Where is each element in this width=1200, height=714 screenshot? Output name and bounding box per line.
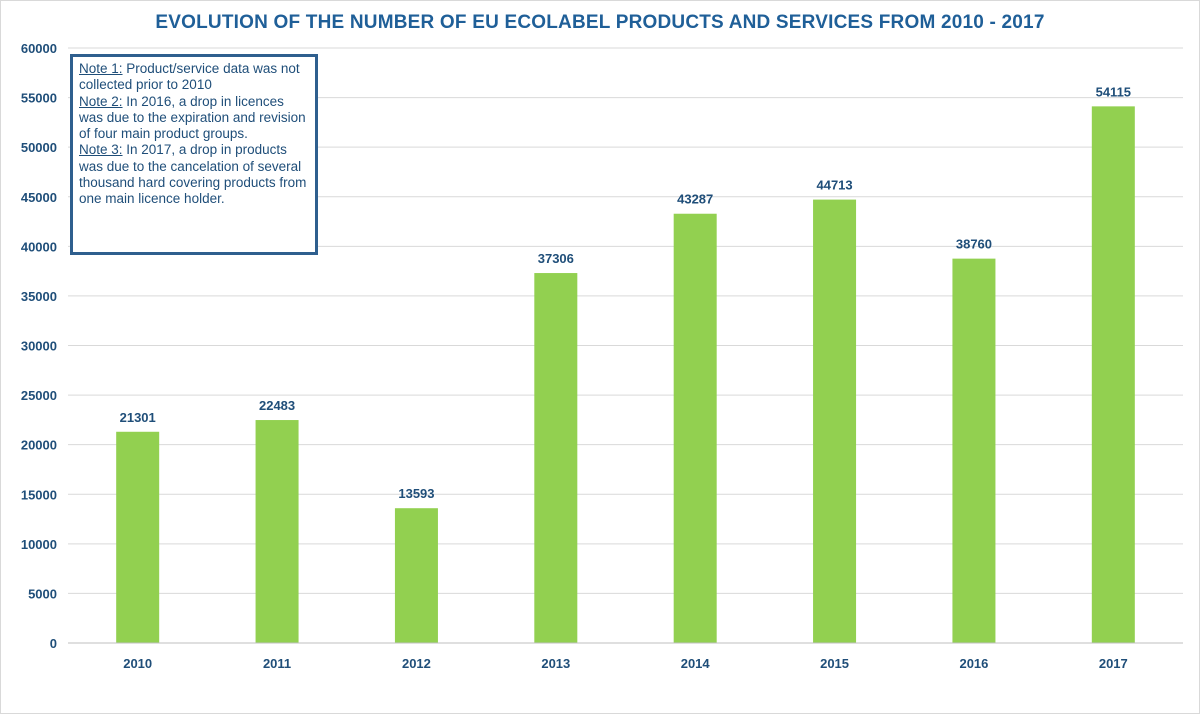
x-tick-label: 2013: [541, 656, 570, 671]
x-tick-label: 2011: [263, 656, 291, 671]
bar: [813, 199, 857, 644]
y-tick-label: 35000: [21, 289, 57, 304]
x-tick-label: 2014: [681, 656, 711, 671]
y-tick-label: 15000: [21, 487, 57, 502]
chart-title: EVOLUTION OF THE NUMBER OF EU ECOLABEL P…: [155, 12, 1045, 33]
data-label: 43287: [677, 192, 713, 207]
y-tick-label: 25000: [21, 388, 57, 403]
notes-box: Note 1: Product/service data was not col…: [70, 54, 318, 255]
note-2-text: In 2016, a drop in licences was due to t…: [79, 93, 306, 142]
y-tick-label: 30000: [21, 339, 57, 354]
data-label: 44713: [816, 178, 852, 193]
y-tick-label: 5000: [28, 586, 57, 601]
note-1-text: Product/service data was not collected p…: [79, 61, 300, 93]
x-tick-label: 2016: [959, 656, 988, 671]
data-label: 22483: [259, 398, 295, 413]
data-label: 21301: [120, 410, 156, 425]
y-tick-label: 50000: [21, 140, 57, 155]
data-label: 54115: [1096, 84, 1131, 99]
y-tick-label: 10000: [21, 537, 57, 552]
bar: [673, 213, 717, 643]
note-3-text: In 2017, a drop in products was due to t…: [79, 142, 307, 207]
note-1: Note 1: Product/service data was not col…: [79, 61, 309, 94]
note-3-label: Note 3:: [79, 142, 123, 158]
note-1-label: Note 1:: [79, 61, 123, 76]
x-tick-label: 2017: [1099, 656, 1128, 671]
data-label: 38760: [956, 237, 992, 252]
y-tick-label: 0: [50, 636, 57, 651]
y-tick-label: 45000: [21, 190, 57, 205]
bar: [952, 258, 996, 643]
bar: [534, 273, 578, 643]
x-tick-label: 2015: [820, 656, 849, 671]
y-axis: 0 5000 10000 15000 20000 25000 30000 35000 40000…: [21, 41, 57, 651]
y-tick-label: 40000: [21, 239, 57, 254]
x-tick-label: 2012: [402, 656, 431, 671]
y-tick-label: 55000: [21, 91, 57, 106]
bars: 21301 22483 13593 37306 43287 44713 38760 54115: [116, 84, 1135, 644]
y-tick-label: 60000: [21, 41, 57, 56]
note-3: Note 3: In 2017, a drop in products was …: [79, 142, 309, 207]
x-tick-label: 2010: [123, 656, 152, 671]
x-axis: 2010 2011 2012 2013 2014 2015 2016 2017: [68, 642, 1183, 671]
data-label: 37306: [538, 251, 574, 266]
bar: [116, 431, 160, 643]
note-2: Note 2: In 2016, a drop in licences was …: [79, 94, 309, 143]
y-tick-label: 20000: [21, 438, 57, 453]
bar: [255, 420, 299, 643]
data-label: 13593: [398, 486, 434, 501]
note-2-label: Note 2:: [79, 93, 123, 109]
bar: [1091, 106, 1135, 644]
bar: [394, 508, 438, 643]
